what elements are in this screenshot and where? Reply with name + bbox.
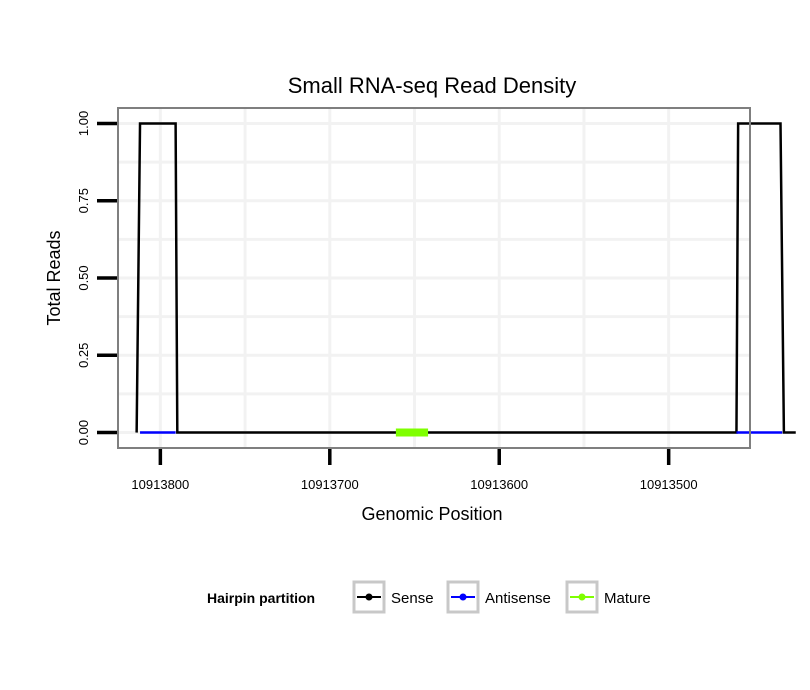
legend: Hairpin partition Sense Antisense Mature [207, 580, 651, 614]
y-tick-label: 0.75 [76, 188, 91, 213]
legend-item-antisense: Antisense [446, 580, 551, 614]
legend-item-sense: Sense [352, 580, 434, 614]
y-axis: 0.00 0.25 0.50 0.75 1.00 [76, 111, 117, 445]
legend-key-point [365, 593, 373, 601]
y-tick-label: 0.50 [76, 265, 91, 290]
chart-title: Small RNA-seq Read Density [288, 73, 577, 98]
legend-key-point [459, 593, 467, 601]
y-tick-label: 0.00 [76, 420, 91, 445]
plot-border [117, 107, 751, 449]
legend-item-mature: Mature [565, 580, 651, 614]
x-tick-label: 10913700 [301, 477, 359, 492]
y-axis-label: Total Reads [44, 230, 64, 325]
legend-title: Hairpin partition [207, 590, 315, 606]
x-axis: 10913800 10913700 10913600 10913500 [131, 449, 698, 492]
legend-key-point [578, 593, 586, 601]
x-axis-label: Genomic Position [361, 504, 502, 524]
y-tick-label: 0.25 [76, 343, 91, 368]
legend-label: Mature [604, 590, 651, 607]
legend-label: Antisense [485, 590, 551, 607]
series-layer [135, 122, 796, 437]
x-tick-label: 10913600 [470, 477, 528, 492]
x-tick-label: 10913500 [640, 477, 698, 492]
y-tick-label: 1.00 [76, 111, 91, 136]
x-tick-label: 10913800 [131, 477, 189, 492]
legend-label: Sense [391, 590, 434, 607]
legend-items: Sense Antisense Mature [352, 580, 651, 614]
